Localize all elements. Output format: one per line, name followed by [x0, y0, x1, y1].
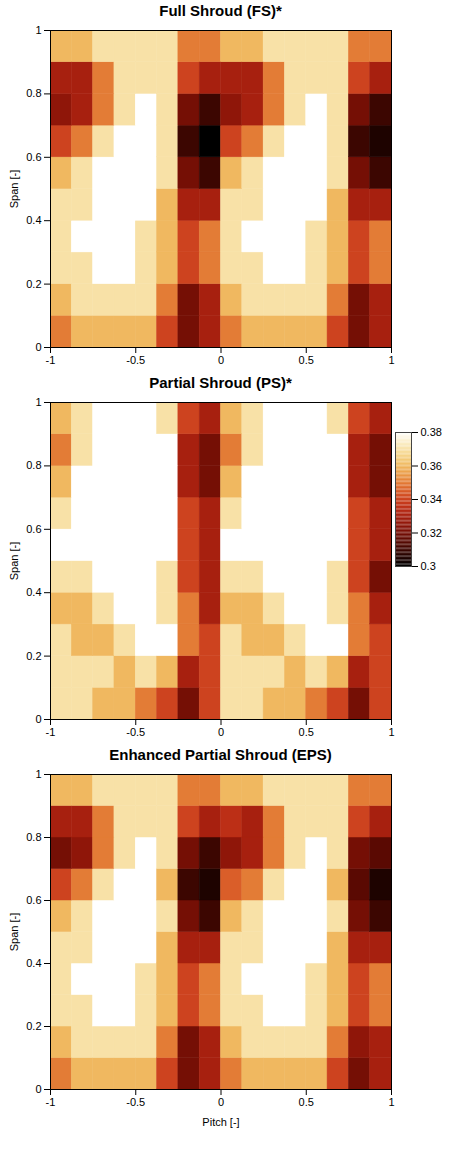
svg-text:0: 0 — [35, 713, 41, 725]
svg-text:0: 0 — [218, 726, 224, 738]
svg-text:1: 1 — [388, 726, 394, 738]
svg-text:1: 1 — [35, 768, 41, 780]
svg-text:-0.5: -0.5 — [126, 1096, 145, 1108]
svg-text:Span [-]: Span [-] — [8, 913, 20, 952]
svg-text:0.4: 0.4 — [26, 957, 41, 969]
svg-text:0.4: 0.4 — [26, 214, 41, 226]
svg-text:1: 1 — [35, 24, 41, 36]
svg-text:0.8: 0.8 — [26, 87, 41, 99]
svg-text:Pitch [-]: Pitch [-] — [202, 1116, 239, 1128]
svg-text:0.6: 0.6 — [26, 151, 41, 163]
svg-text:0.5: 0.5 — [299, 726, 314, 738]
svg-text:Span [-]: Span [-] — [8, 170, 20, 209]
svg-text:-1: -1 — [46, 1096, 56, 1108]
svg-text:Span [-]: Span [-] — [8, 542, 20, 581]
svg-text:0.5: 0.5 — [299, 1096, 314, 1108]
svg-text:0.8: 0.8 — [26, 831, 41, 843]
svg-text:0.6: 0.6 — [26, 894, 41, 906]
svg-text:0.2: 0.2 — [26, 1020, 41, 1032]
svg-text:0.3: 0.3 — [421, 560, 436, 572]
svg-text:0.2: 0.2 — [26, 278, 41, 290]
svg-text:-1: -1 — [46, 354, 56, 366]
svg-text:1: 1 — [35, 396, 41, 408]
svg-text:0.5: 0.5 — [299, 354, 314, 366]
html-text:Enhanced Partial Shroud (EPS): Enhanced Partial Shroud (EPS) — [109, 746, 332, 763]
svg-text:0.6: 0.6 — [26, 523, 41, 535]
svg-text:-0.5: -0.5 — [126, 354, 145, 366]
svg-text:0.38: 0.38 — [421, 426, 442, 438]
svg-text:-0.5: -0.5 — [126, 726, 145, 738]
svg-text:1: 1 — [388, 354, 394, 366]
svg-text:0.4: 0.4 — [26, 586, 41, 598]
svg-text:0.36: 0.36 — [421, 460, 442, 472]
svg-text:-1: -1 — [46, 726, 56, 738]
svg-text:0: 0 — [218, 1096, 224, 1108]
svg-text:0: 0 — [218, 354, 224, 366]
svg-text:1: 1 — [388, 1096, 394, 1108]
svg-text:0: 0 — [35, 341, 41, 353]
html-text:Partial Shroud (PS)*: Partial Shroud (PS)* — [149, 374, 292, 391]
svg-text:0.32: 0.32 — [421, 527, 442, 539]
html-text:Full Shroud (FS)*: Full Shroud (FS)* — [159, 2, 282, 19]
svg-text:0.8: 0.8 — [26, 459, 41, 471]
svg-text:0: 0 — [35, 1083, 41, 1095]
svg-text:0.34: 0.34 — [421, 493, 442, 505]
svg-text:0.2: 0.2 — [26, 650, 41, 662]
